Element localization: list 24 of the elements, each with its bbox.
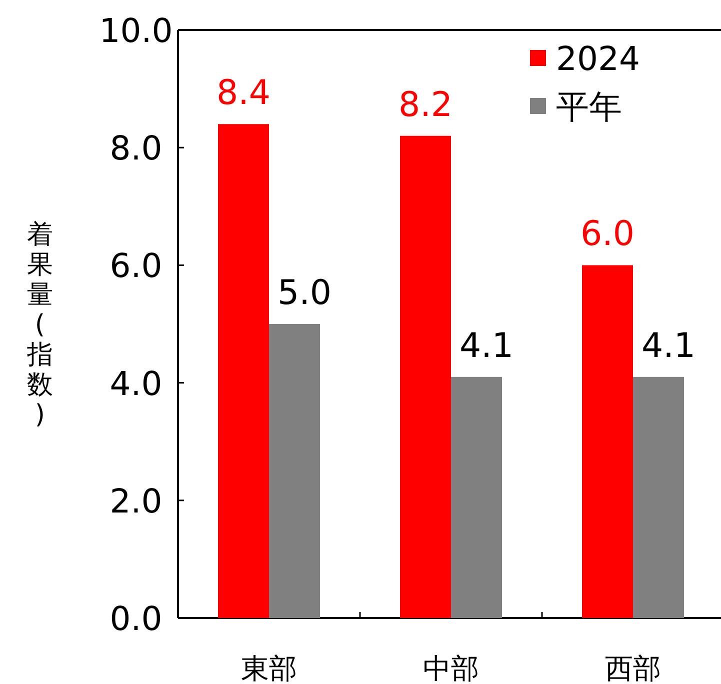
data-label: 8.4 (216, 73, 271, 114)
bar (582, 265, 633, 618)
bar (451, 376, 502, 618)
x-tick-label: 西部 (605, 652, 661, 684)
x-tick-label: 中部 (423, 652, 479, 684)
legend-label: 平年 (556, 87, 622, 126)
y-tick-label: 10.0 (99, 11, 173, 50)
y-tick-label: 4.0 (110, 364, 162, 403)
y-axis-title: 着果量(指数) (27, 220, 53, 430)
y-tick-label: 2.0 (110, 481, 162, 520)
data-label: 5.0 (277, 273, 332, 313)
bar (269, 324, 320, 618)
bar (400, 136, 451, 618)
y-tick-label: 0.0 (110, 599, 162, 638)
y-tick-label: 6.0 (110, 246, 162, 286)
data-label: 4.1 (459, 326, 514, 366)
y-tick-label: 8.0 (110, 128, 162, 168)
data-label: 4.1 (641, 326, 696, 366)
bar (218, 124, 269, 618)
legend-label: 2024 (556, 39, 640, 78)
data-label: 8.2 (398, 84, 453, 125)
data-label: 6.0 (580, 214, 635, 254)
bar (633, 376, 684, 618)
x-tick-label: 東部 (241, 652, 297, 684)
